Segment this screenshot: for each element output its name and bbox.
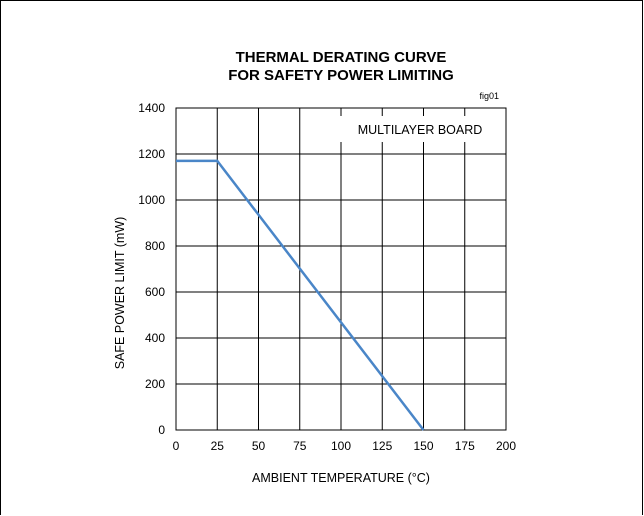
y-tick-800: 800	[145, 239, 165, 253]
x-axis-label: AMBIENT TEMPERATURE (°C)	[252, 471, 430, 485]
y-tick-1200: 1200	[138, 147, 165, 161]
y-tick-labels: 0 200 400 600 800 1000 1200 1400	[138, 101, 165, 437]
y-tick-400: 400	[145, 331, 165, 345]
x-tick-0: 0	[173, 439, 180, 453]
annotation-multilayer-board: MULTILAYER BOARD	[358, 123, 483, 137]
y-tick-0: 0	[158, 423, 165, 437]
x-tick-75: 75	[293, 439, 307, 453]
y-axis-label: SAFE POWER LIMIT (mW)	[113, 217, 127, 370]
y-tick-200: 200	[145, 377, 165, 391]
grid-lines	[175, 107, 507, 431]
plot-area	[175, 107, 507, 431]
x-tick-100: 100	[331, 439, 351, 453]
chart-title-line-2: FOR SAFETY POWER LIMITING	[228, 67, 454, 84]
x-tick-175: 175	[455, 439, 475, 453]
y-tick-1000: 1000	[138, 193, 165, 207]
x-tick-25: 25	[211, 439, 225, 453]
x-tick-50: 50	[252, 439, 266, 453]
figure-id-label: fig01	[479, 91, 499, 101]
y-tick-600: 600	[145, 285, 165, 299]
x-tick-labels: 0 25 50 75 100 125 150 175 200	[173, 439, 517, 453]
x-tick-125: 125	[372, 439, 392, 453]
series-layer	[176, 159, 425, 431]
y-tick-1400: 1400	[138, 101, 165, 115]
annotation-box	[340, 116, 500, 142]
chart-title-line-1: THERMAL DERATING CURVE	[236, 49, 447, 66]
x-tick-150: 150	[413, 439, 433, 453]
x-tick-200: 200	[496, 439, 516, 453]
series-line-0	[176, 159, 425, 431]
